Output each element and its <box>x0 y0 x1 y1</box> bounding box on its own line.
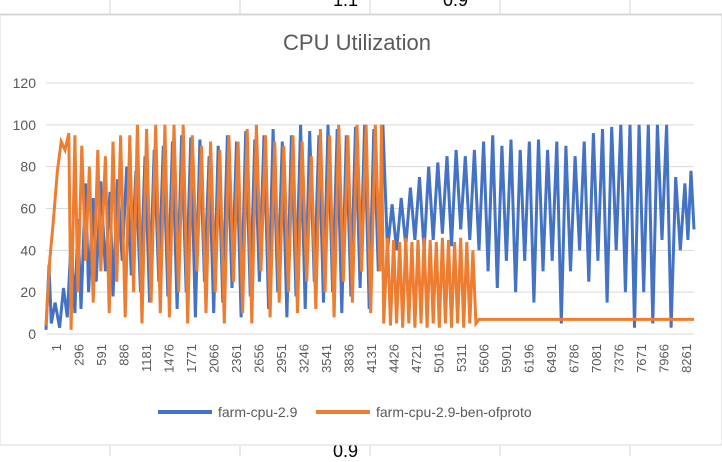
x-tick-label: 7081 <box>589 344 604 373</box>
x-tick-label: 1181 <box>139 344 154 372</box>
x-tick-label: 1476 <box>162 344 177 373</box>
x-tick-label: 3541 <box>319 344 334 373</box>
x-tick-label: 4721 <box>409 344 424 373</box>
chart-title: CPU Utilization <box>283 30 431 55</box>
y-tick-label: 100 <box>13 117 37 133</box>
y-tick-label: 20 <box>20 284 36 300</box>
plot-series <box>44 124 696 330</box>
x-tick-label: 7966 <box>657 344 672 373</box>
x-tick-label: 2361 <box>229 344 244 373</box>
x-tick-label: 5016 <box>432 344 447 373</box>
y-tick-label: 40 <box>20 242 36 258</box>
x-tick-label: 2066 <box>207 344 222 373</box>
x-tick-label: 296 <box>72 344 87 366</box>
legend[interactable]: farm-cpu-2.9 farm-cpu-2.9-ben-ofproto <box>158 404 532 420</box>
x-tick-label: 2951 <box>274 344 289 373</box>
cell-value: 0.9 <box>443 0 469 10</box>
legend-label-series-2: farm-cpu-2.9-ben-ofproto <box>376 404 532 420</box>
x-tick-label: 4426 <box>387 344 402 373</box>
x-tick-label: 4131 <box>364 344 379 373</box>
cell-value: 1.1 <box>333 0 359 10</box>
x-tick-label: 5901 <box>499 344 514 373</box>
x-tick-label: 8261 <box>679 344 694 373</box>
x-tick-label: 886 <box>117 344 132 366</box>
x-tick-label: 5311 <box>454 344 469 372</box>
x-tick-label: 3246 <box>297 344 312 373</box>
x-tick-label: 6786 <box>567 344 582 373</box>
series-line-2 <box>44 124 694 330</box>
x-tick-label: 5606 <box>477 344 492 373</box>
y-tick-label: 60 <box>20 201 36 217</box>
x-tick-label: 7671 <box>634 344 649 373</box>
x-axis: 1 296 591 886 1181 1476 1771 2066 2361 2656 2951 32… <box>49 344 694 373</box>
x-tick-label: 3836 <box>342 344 357 373</box>
x-tick-label: 6491 <box>544 344 559 373</box>
y-axis: 0 20 40 60 80 100 120 <box>13 75 37 342</box>
x-tick-label: 591 <box>94 344 109 366</box>
legend-label-series-1: farm-cpu-2.9 <box>218 404 298 420</box>
y-tick-label: 80 <box>20 159 36 175</box>
x-tick-label: 2656 <box>252 344 267 373</box>
x-tick-label: 1 <box>49 344 64 351</box>
y-tick-label: 0 <box>28 326 36 342</box>
x-tick-label: 1771 <box>184 344 199 373</box>
x-tick-label: 7376 <box>612 344 627 373</box>
y-tick-label: 120 <box>13 75 37 91</box>
x-tick-label: 6196 <box>522 344 537 373</box>
